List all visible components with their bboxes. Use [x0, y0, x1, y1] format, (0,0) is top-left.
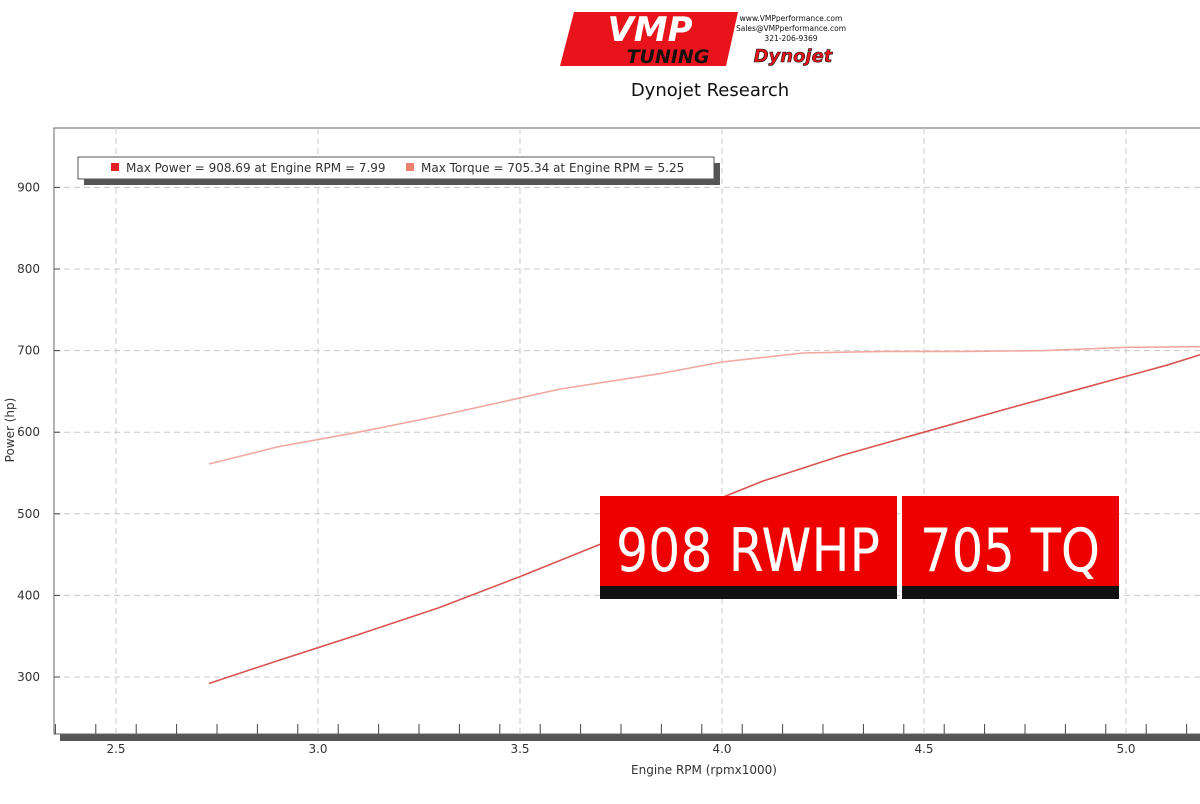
x-tick-label: 4.0 [712, 742, 731, 756]
power-series-line [208, 353, 1200, 685]
vmp-logo-shape [560, 12, 738, 66]
x-minor-ticks [54, 724, 1188, 734]
y-tick-label: 700 [17, 344, 40, 358]
vmp-logo-line2: TUNING [627, 46, 710, 68]
x-tick-label: 3.5 [510, 742, 529, 756]
contact-website: www.VMPperformance.com [740, 14, 843, 23]
vmp-tuning-logo: VMP TUNING www.VMPperformance.com Sales@… [560, 10, 846, 68]
y-tick-label: 300 [17, 670, 40, 684]
torque-series-line [208, 345, 1200, 465]
legend-box [77, 156, 715, 180]
torque-banner-bg [902, 496, 1119, 586]
x-tick-label: 4.5 [914, 742, 933, 756]
series-lines [208, 345, 1200, 685]
power-banner-bar [600, 586, 897, 599]
x-tick-label: 2.5 [106, 742, 125, 756]
legend-swatch-power [111, 163, 119, 171]
y-tick-label: 400 [17, 588, 40, 602]
x-tick-label: 3.0 [308, 742, 327, 756]
contact-email: Sales@VMPperformance.com [736, 24, 846, 33]
torque-banner-bar [902, 586, 1119, 599]
contact-phone: 321-206-9369 [764, 34, 817, 43]
legend-swatch-torque [406, 163, 414, 171]
power-banner-bg [600, 496, 897, 586]
legend-label-power: Max Power = 908.69 at Engine RPM = 7.99 [126, 161, 386, 175]
plot-frame [53, 127, 1200, 735]
chart-subtitle: Dynojet Research [631, 80, 789, 101]
y-tick-label: 500 [17, 507, 40, 521]
y-tick-label: 900 [17, 180, 40, 194]
y-axis-label: Power (hp) [3, 398, 17, 463]
y-tick-label: 600 [17, 425, 40, 439]
legend: Max Power = 908.69 at Engine RPM = 7.99 … [77, 156, 720, 185]
torque-banner-text: 705 TQ [920, 516, 1100, 586]
results-banner: 908 RWHP 705 TQ [600, 496, 1119, 599]
power-banner-text: 908 RWHP [616, 516, 880, 586]
x-tick-label: 5.0 [1116, 742, 1135, 756]
y-tick-label: 800 [17, 262, 40, 276]
x-axis-label: Engine RPM (rpmx1000) [631, 763, 777, 777]
tick-labels: 2.53.03.54.04.55.05.56.06.57.07.53004005… [17, 180, 1135, 756]
vmp-logo-line1: VMP [607, 10, 692, 50]
dynojet-logo: Dynojet [754, 46, 834, 67]
legend-label-torque: Max Torque = 705.34 at Engine RPM = 5.25 [421, 161, 684, 175]
